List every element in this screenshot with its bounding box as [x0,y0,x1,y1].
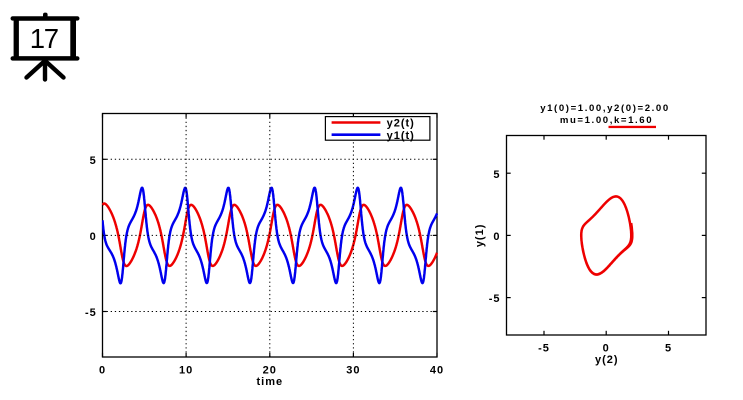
svg-text:-5: -5 [489,293,501,305]
svg-text:30: 30 [346,365,360,377]
svg-text:y1(0)=1.00,y2(0)=2.00: y1(0)=1.00,y2(0)=2.00 [540,103,670,114]
svg-text:y(2): y(2) [595,354,619,366]
svg-text:y1(t): y1(t) [387,130,415,142]
svg-text:0: 0 [90,231,97,243]
svg-text:y2(t): y2(t) [387,118,415,130]
svg-text:20: 20 [263,365,277,377]
svg-text:-5: -5 [85,307,97,319]
svg-text:y(1): y(1) [474,224,486,248]
svg-text:0: 0 [99,365,106,377]
svg-text:0: 0 [603,343,610,355]
svg-text:5: 5 [493,169,500,181]
svg-text:mu=1.00,k=1.60: mu=1.00,k=1.60 [560,115,653,126]
svg-text:5: 5 [90,155,97,167]
svg-text:40: 40 [430,365,444,377]
svg-text:17: 17 [30,23,58,54]
svg-text:5: 5 [665,343,672,355]
svg-text:10: 10 [179,365,193,377]
svg-text:time: time [256,376,283,388]
svg-text:-5: -5 [538,343,550,355]
svg-text:0: 0 [493,231,500,243]
